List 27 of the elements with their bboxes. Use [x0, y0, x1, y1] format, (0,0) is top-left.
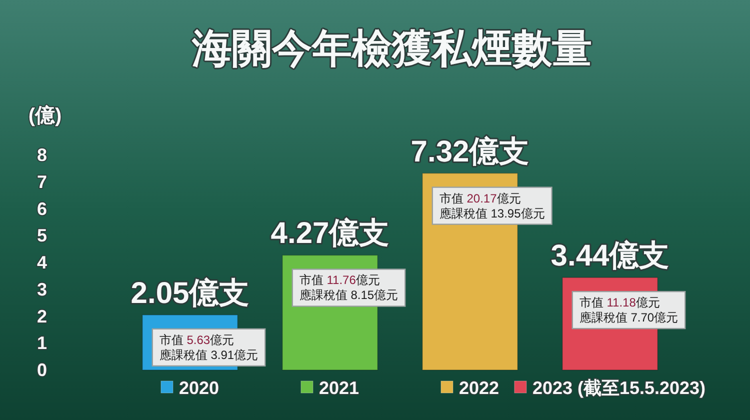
value-label: 3.44億支: [550, 240, 670, 273]
value-label: 4.27億支: [270, 217, 390, 250]
value-label: 7.32億支: [410, 135, 530, 168]
value-label: 2.05億支: [130, 276, 250, 310]
ylabel: (億): [28, 105, 62, 127]
y-tick-label: 7: [37, 172, 47, 192]
y-tick-label: 8: [37, 145, 47, 165]
annotation: 應課稅值 8.15億元: [299, 288, 398, 302]
annotation: 應課稅值 3.91億元: [159, 348, 258, 362]
annotation: 市值 11.76億元: [299, 273, 380, 288]
annotation: 應課稅值 7.70億元: [579, 310, 678, 325]
title: 海關今年檢獲私煙數量: [192, 27, 592, 71]
annotation: 市值 11.18億元: [579, 296, 660, 310]
annotation: 市值 5.63億元: [159, 332, 234, 347]
y-tick-label: 6: [37, 198, 47, 219]
x-tick-label: 2022: [458, 378, 500, 398]
annotation: 市值 20.17億元: [439, 191, 521, 206]
annotation: 應課稅值 13.95億元: [439, 206, 545, 220]
y-tick-label: 3: [37, 279, 47, 300]
y-tick-label: 0: [37, 360, 47, 380]
y-tick-label: 5: [37, 226, 47, 246]
y-tick-label: 2: [37, 306, 47, 326]
y-tick-label: 4: [37, 252, 47, 272]
x-tick-label: 2020: [178, 378, 220, 398]
y-tick-label: 1: [37, 333, 47, 354]
x-tick-label: 2021: [318, 378, 360, 398]
x-tick-label: 2023 (截至15.5.2023): [532, 378, 706, 398]
